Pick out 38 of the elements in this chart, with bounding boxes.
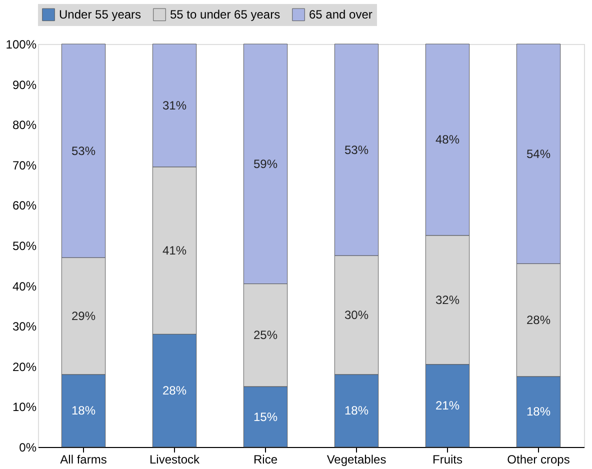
- data-label: 31%: [162, 98, 187, 112]
- data-label: 15%: [253, 410, 278, 424]
- y-tick-label: 100%: [6, 38, 37, 52]
- y-tick-label: 60%: [12, 198, 37, 213]
- y-tick-label: 70%: [12, 158, 37, 172]
- data-label: 54%: [526, 146, 551, 161]
- x-tick-label: All farms: [60, 452, 107, 466]
- data-label: 21%: [435, 398, 460, 413]
- data-label: 25%: [253, 328, 278, 342]
- legend-label: 65 and over: [309, 8, 372, 22]
- data-label: 30%: [344, 308, 369, 322]
- data-label: 18%: [344, 404, 369, 418]
- data-label: 18%: [526, 404, 551, 419]
- data-label: 18%: [71, 404, 96, 418]
- data-label: 41%: [162, 244, 187, 258]
- x-tick-label: Fruits: [432, 452, 462, 466]
- x-tick-label: Vegetables: [326, 452, 386, 466]
- data-label: 53%: [71, 144, 96, 158]
- data-label: 53%: [344, 142, 369, 157]
- data-label: 32%: [435, 292, 460, 307]
- data-label: 29%: [71, 309, 96, 324]
- y-tick-label: 30%: [12, 320, 37, 334]
- y-tick-label: 90%: [12, 78, 37, 92]
- legend-label: 55 to under 65 years: [170, 8, 280, 22]
- y-tick-label: 80%: [12, 118, 37, 132]
- x-tick-label: Other crops: [507, 452, 570, 466]
- y-tick-label: 20%: [12, 360, 37, 374]
- data-label: 59%: [253, 156, 278, 171]
- legend-label: Under 55 years: [59, 8, 142, 22]
- data-label: 48%: [435, 132, 460, 147]
- y-tick-label: 0%: [19, 440, 37, 454]
- y-tick-label: 50%: [12, 239, 37, 253]
- data-label: 28%: [162, 384, 187, 398]
- y-tick-label: 10%: [12, 400, 37, 414]
- data-label: 28%: [526, 313, 551, 328]
- y-tick-label: 40%: [12, 279, 37, 294]
- x-tick-label: Livestock: [149, 452, 201, 466]
- x-tick-label: Rice: [253, 452, 278, 466]
